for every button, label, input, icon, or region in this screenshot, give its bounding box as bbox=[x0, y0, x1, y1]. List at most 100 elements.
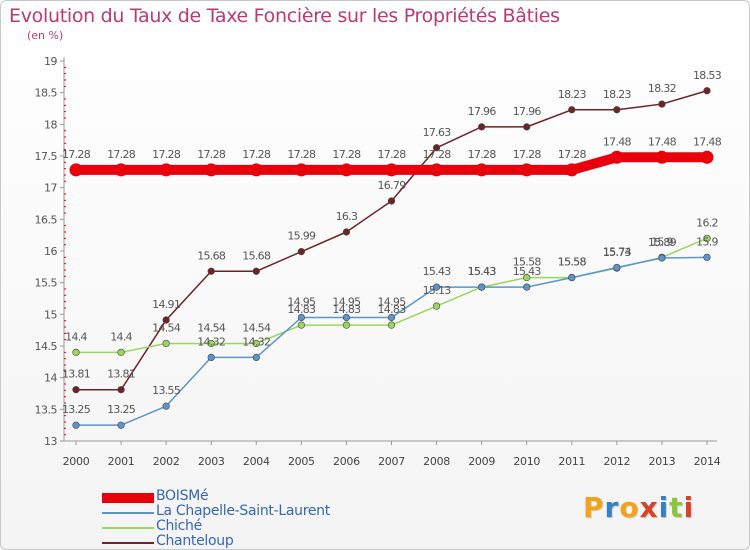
data-point bbox=[72, 348, 80, 356]
data-point bbox=[294, 163, 308, 177]
data-label: 17.96 bbox=[468, 105, 497, 118]
y-tick-label: 17 bbox=[44, 182, 57, 195]
data-point bbox=[700, 150, 714, 164]
data-label: 18.32 bbox=[648, 82, 676, 95]
data-label: 17.28 bbox=[287, 148, 316, 161]
data-point bbox=[162, 316, 170, 324]
data-point bbox=[297, 313, 305, 322]
data-labels-layer: 13.81 13.81 14.91 15.68 15.68 15.99 16.3 16.79 1… bbox=[62, 69, 722, 416]
data-label: 18.53 bbox=[693, 69, 722, 82]
data-label: 17.28 bbox=[197, 148, 226, 161]
logo-letter: t bbox=[669, 491, 684, 524]
data-label: 14.4 bbox=[65, 330, 87, 343]
data-label: 14.54 bbox=[152, 321, 181, 334]
data-label: 15.68 bbox=[242, 249, 271, 262]
data-point bbox=[114, 163, 128, 177]
data-point bbox=[207, 339, 215, 348]
data-point bbox=[703, 87, 711, 95]
series-boism- bbox=[69, 150, 714, 177]
data-label: 15.43 bbox=[468, 265, 497, 278]
y-tick-label: 18.5 bbox=[35, 87, 58, 100]
data-label: 13.55 bbox=[152, 384, 181, 397]
data-label: 17.28 bbox=[468, 148, 497, 161]
data-point bbox=[297, 321, 305, 329]
data-label: 17.28 bbox=[62, 148, 91, 161]
x-tick-label: 2007 bbox=[378, 455, 405, 468]
y-tick-label: 15.5 bbox=[35, 277, 58, 290]
data-point bbox=[72, 421, 80, 429]
data-point bbox=[703, 253, 711, 261]
data-label: 14.54 bbox=[197, 321, 226, 334]
x-tick-label: 2014 bbox=[694, 455, 721, 468]
data-label: 14.83 bbox=[287, 303, 316, 316]
data-point bbox=[387, 197, 396, 205]
data-point bbox=[613, 263, 621, 272]
y-tick-label: 14.5 bbox=[35, 340, 58, 353]
data-label: 14.32 bbox=[242, 335, 270, 348]
data-point bbox=[252, 267, 260, 275]
data-point bbox=[565, 163, 579, 177]
data-point bbox=[339, 163, 353, 177]
legend-label: Chanteloup bbox=[156, 533, 234, 549]
data-point bbox=[207, 267, 215, 275]
data-label: 17.28 bbox=[378, 148, 407, 161]
data-point bbox=[655, 150, 669, 164]
data-label: 15.74 bbox=[603, 245, 632, 258]
logo-letter: i bbox=[683, 491, 695, 524]
x-tick-label: 2002 bbox=[153, 455, 180, 468]
x-tick-label: 2003 bbox=[198, 455, 225, 468]
data-point bbox=[523, 283, 531, 291]
data-point bbox=[478, 123, 486, 131]
data-label: 15.58 bbox=[513, 256, 542, 269]
data-point bbox=[117, 421, 125, 429]
x-tick-label: 2004 bbox=[243, 455, 270, 468]
data-label: 17.28 bbox=[558, 148, 587, 161]
y-tick-label: 13 bbox=[44, 435, 57, 448]
data-label: 13.25 bbox=[107, 403, 136, 416]
data-label: 15.58 bbox=[558, 256, 587, 269]
x-tick-label: 2000 bbox=[63, 455, 90, 468]
data-label: 16.79 bbox=[378, 179, 407, 192]
data-point bbox=[387, 313, 396, 322]
data-label: 14.83 bbox=[378, 303, 407, 316]
data-label: 15.73 bbox=[603, 246, 632, 259]
data-label: 14.4 bbox=[110, 330, 132, 343]
data-point bbox=[432, 144, 441, 152]
legend-swatch bbox=[102, 527, 154, 529]
data-label: 15.43 bbox=[423, 265, 452, 278]
x-tick-label: 2008 bbox=[423, 455, 450, 468]
data-point bbox=[478, 283, 486, 291]
x-tick-label: 2005 bbox=[288, 455, 315, 468]
data-label: 14.32 bbox=[197, 335, 225, 348]
chart-title: Evolution du Taux de Taxe Foncière sur l… bbox=[9, 5, 560, 27]
data-label: 17.28 bbox=[423, 148, 452, 161]
legend-swatch bbox=[102, 512, 154, 514]
data-point bbox=[252, 339, 260, 348]
logo-letter: P bbox=[583, 491, 605, 524]
data-label: 17.48 bbox=[693, 135, 722, 148]
data-point bbox=[342, 228, 351, 236]
data-label: 15.68 bbox=[197, 249, 226, 262]
data-point bbox=[207, 353, 215, 362]
data-point bbox=[342, 313, 351, 322]
data-point bbox=[297, 248, 305, 256]
data-label: 17.48 bbox=[603, 135, 632, 148]
data-point bbox=[204, 163, 218, 177]
data-label: 14.54 bbox=[242, 321, 271, 334]
y-tick-label: 14 bbox=[44, 372, 57, 385]
data-point bbox=[658, 100, 666, 108]
data-point bbox=[658, 254, 666, 262]
data-point bbox=[475, 163, 489, 177]
data-point bbox=[69, 163, 83, 177]
legend-label: Chiché bbox=[156, 518, 202, 534]
data-point bbox=[523, 123, 531, 131]
data-label: 17.28 bbox=[107, 148, 136, 161]
data-label: 17.28 bbox=[152, 148, 181, 161]
x-tick-label: 2009 bbox=[468, 455, 495, 468]
series-chanteloup bbox=[72, 87, 711, 394]
proxiti-logo: Proxiti bbox=[583, 491, 694, 524]
x-tick-label: 2001 bbox=[108, 455, 135, 468]
legend-swatch bbox=[102, 493, 154, 503]
logo-letter: i bbox=[658, 491, 670, 524]
